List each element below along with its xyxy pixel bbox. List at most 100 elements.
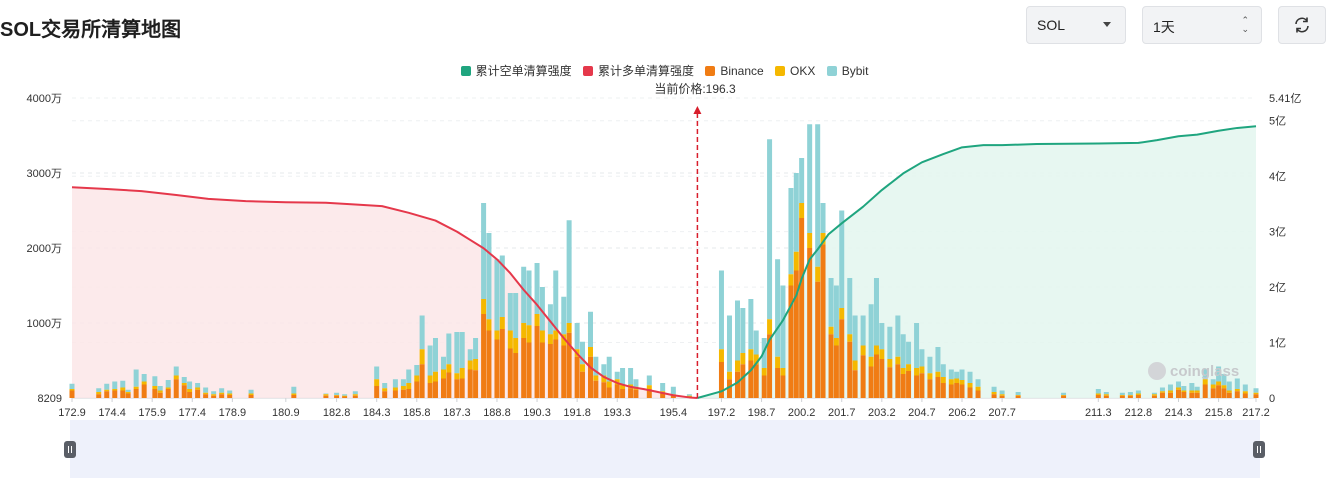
bar-binance xyxy=(248,395,254,398)
bar-okx xyxy=(459,368,465,379)
bar-okx xyxy=(780,368,786,376)
bar-binance xyxy=(670,395,676,398)
bar-okx xyxy=(539,330,545,343)
bar-binance xyxy=(606,387,612,398)
bar-bybit xyxy=(1202,368,1208,380)
bar-bybit xyxy=(459,332,465,368)
bar-bybit xyxy=(620,368,626,385)
bar-bybit xyxy=(248,389,254,394)
legend-item-short-cum[interactable]: 累计空单清算强度 xyxy=(460,62,572,79)
bar-bybit xyxy=(579,341,585,365)
y-left-tick-label: 2000万 xyxy=(27,243,62,255)
bar-bybit xyxy=(112,381,118,389)
symbol-select[interactable]: SOL xyxy=(1026,6,1126,44)
bar-binance xyxy=(1095,395,1101,398)
bar-binance xyxy=(873,354,879,398)
bar-binance xyxy=(718,362,724,398)
bar-bybit xyxy=(1095,389,1101,394)
legend-swatch xyxy=(582,66,593,76)
handle-grip xyxy=(64,441,76,458)
bar-binance xyxy=(400,389,406,398)
bar-bybit xyxy=(1167,384,1173,391)
y-right-tick-label: 2亿 xyxy=(1269,281,1286,294)
bar-bybit xyxy=(334,392,340,395)
legend-item-long-cum[interactable]: 累计多单清算强度 xyxy=(582,62,694,79)
bar-okx xyxy=(133,386,139,389)
bar-binance xyxy=(726,379,732,398)
zoom-slider-track xyxy=(70,420,1260,478)
y-right-tick-label: 5亿 xyxy=(1269,115,1286,128)
x-tick-label: 191.8 xyxy=(563,407,591,419)
bar-bybit xyxy=(441,356,447,370)
bar-bybit xyxy=(967,371,973,383)
bar-bybit xyxy=(227,390,233,394)
x-tick-label: 215.8 xyxy=(1205,407,1233,419)
bar-bybit xyxy=(454,332,460,374)
bar-okx xyxy=(141,381,147,385)
bar-okx xyxy=(927,373,933,380)
bar-bybit xyxy=(467,349,473,361)
zoom-slider[interactable] xyxy=(64,420,1265,478)
bar-bybit xyxy=(414,365,420,376)
bar-binance xyxy=(120,390,126,398)
bar-bybit xyxy=(767,139,773,320)
bar-bybit xyxy=(606,356,612,382)
bar-binance xyxy=(112,390,118,398)
bar-bybit xyxy=(181,377,187,383)
bar-binance xyxy=(633,389,639,398)
bar-binance xyxy=(833,345,839,398)
bar-okx xyxy=(1210,384,1216,389)
legend-item-binance[interactable]: Binance xyxy=(705,64,764,78)
legend-item-okx[interactable]: OKX xyxy=(775,64,815,78)
handle-grip xyxy=(1253,441,1265,458)
bar-okx xyxy=(499,317,505,329)
bar-binance xyxy=(507,348,513,398)
bar-bybit xyxy=(793,173,799,252)
bar-binance xyxy=(459,378,465,398)
bar-binance xyxy=(1015,395,1021,398)
legend-item-bybit[interactable]: Bybit xyxy=(826,64,868,78)
bar-binance xyxy=(793,270,799,398)
bar-okx xyxy=(895,356,901,365)
bar-binance xyxy=(187,392,193,398)
x-tick-label: 190.3 xyxy=(523,407,551,419)
bar-bybit xyxy=(133,369,139,387)
legend-label: 累计多单清算强度 xyxy=(597,64,694,78)
bar-bybit xyxy=(940,364,946,377)
bar-binance xyxy=(69,390,75,398)
y-right-tick-label: 5.41亿 xyxy=(1269,92,1301,105)
bar-bybit xyxy=(860,315,866,346)
bars-group xyxy=(69,124,1259,398)
bar-binance xyxy=(820,244,826,398)
bar-binance xyxy=(334,395,340,398)
bar-okx xyxy=(427,375,433,383)
bar-binance xyxy=(432,381,438,398)
bar-okx xyxy=(1194,390,1200,393)
bar-bybit xyxy=(539,287,545,331)
refresh-button[interactable] xyxy=(1278,6,1326,44)
bar-okx xyxy=(1135,393,1141,395)
x-tick-label: 180.9 xyxy=(272,407,300,419)
bar-okx xyxy=(473,359,479,371)
bar-bybit xyxy=(847,278,853,335)
bar-binance xyxy=(900,374,906,398)
bar-bybit xyxy=(1210,379,1216,385)
interval-select[interactable]: 1天 ⌃ ⌄ xyxy=(1142,6,1262,44)
bar-binance xyxy=(499,329,505,398)
bar-okx xyxy=(887,359,893,368)
bar-okx xyxy=(1151,394,1157,396)
bar-binance xyxy=(561,345,567,398)
bar-binance xyxy=(392,390,398,398)
bar-binance xyxy=(1210,388,1216,398)
zoom-handle-left[interactable] xyxy=(64,441,76,458)
bar-bybit xyxy=(775,259,781,357)
zoom-handle-right[interactable] xyxy=(1253,441,1265,458)
bar-okx xyxy=(195,387,201,390)
bar-bybit xyxy=(748,299,754,350)
bar-okx xyxy=(203,392,209,395)
bar-binance xyxy=(547,344,553,398)
bar-bybit xyxy=(935,347,941,372)
bar-bybit xyxy=(633,379,639,387)
bar-okx xyxy=(799,203,805,218)
bar-binance xyxy=(868,366,874,398)
